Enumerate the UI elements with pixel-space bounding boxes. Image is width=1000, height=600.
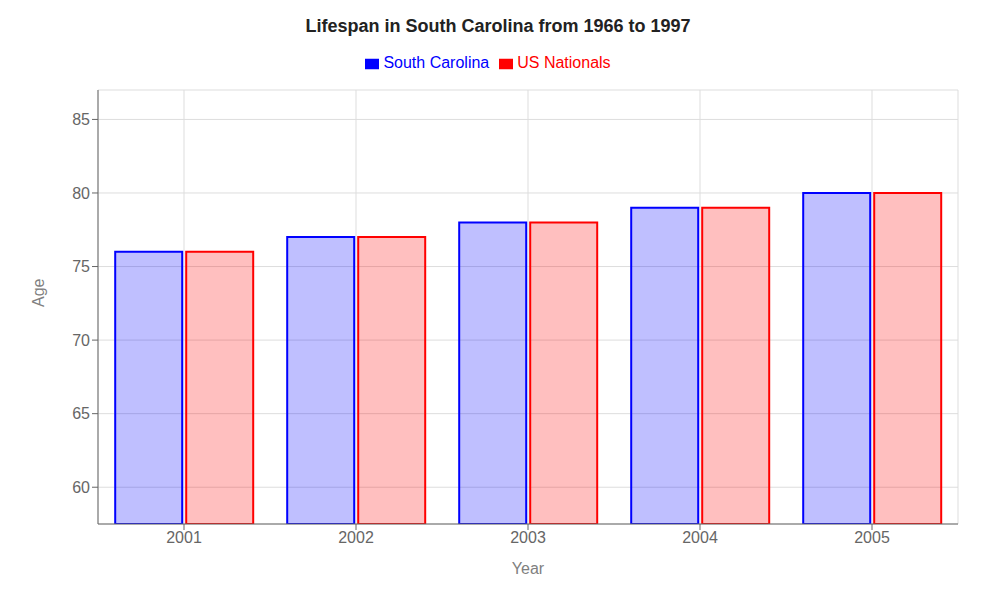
svg-text:2002: 2002 <box>338 529 374 546</box>
svg-text:80: 80 <box>72 185 90 202</box>
svg-text:85: 85 <box>72 111 90 128</box>
svg-text:2005: 2005 <box>854 529 890 546</box>
html-text:South Carolina: South Carolina <box>383 54 490 71</box>
svg-text:70: 70 <box>72 332 90 349</box>
svg-text:Year: Year <box>512 560 545 577</box>
svg-text:Age: Age <box>30 278 47 307</box>
svg-text:60: 60 <box>72 479 90 496</box>
html-text:Lifespan in South Carolina fro: Lifespan in South Carolina from 1966 to … <box>305 16 691 36</box>
svg-text:2001: 2001 <box>166 529 202 546</box>
svg-text:2004: 2004 <box>682 529 718 546</box>
svg-text:75: 75 <box>72 258 90 275</box>
svg-text:65: 65 <box>72 405 90 422</box>
html-text:US Nationals: US Nationals <box>517 54 611 71</box>
svg-text:2003: 2003 <box>510 529 546 546</box>
